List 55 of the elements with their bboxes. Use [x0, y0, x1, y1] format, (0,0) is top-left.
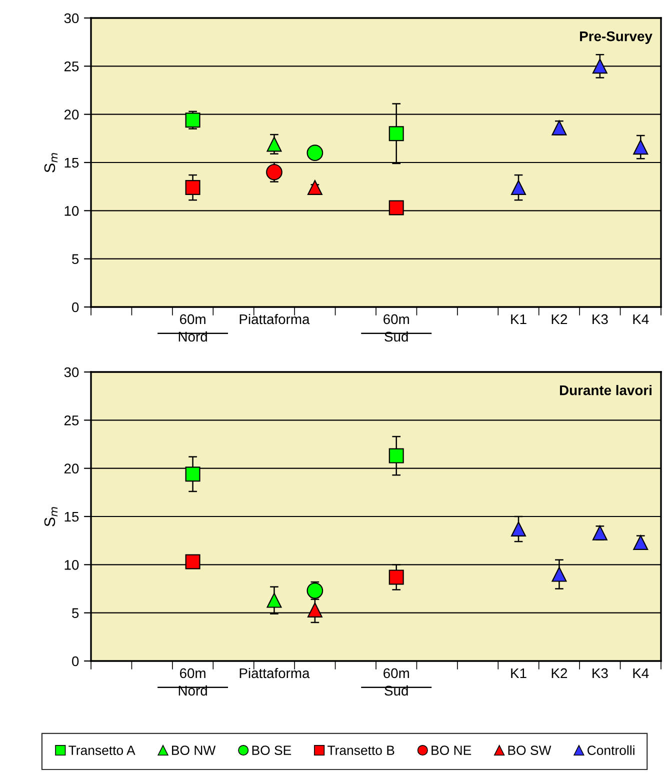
point: [185, 180, 200, 196]
y-tick-label: 10: [64, 206, 79, 216]
y-tick-label: 15: [64, 512, 79, 522]
y-tick-label: 0: [72, 302, 79, 312]
y-tick-label: 5: [72, 254, 79, 264]
x-tick-label: K3: [592, 314, 608, 324]
legend-label: Transetto B: [328, 746, 394, 756]
point: [633, 535, 648, 550]
point: [592, 58, 608, 74]
point: [307, 180, 322, 196]
y-tick-label: 20: [64, 110, 79, 120]
y-tick-label: 15: [64, 158, 79, 168]
point: [266, 164, 282, 180]
x-tick-label: K3: [592, 668, 608, 678]
point: [388, 448, 404, 464]
point: [592, 525, 608, 540]
point: [388, 570, 404, 585]
y-axis-title: S$_{m}$: [44, 507, 58, 526]
text: Pre-Survey: [580, 31, 652, 44]
point: [185, 554, 200, 570]
y-tick-label: 30: [64, 367, 79, 378]
x-tick-label: K1: [511, 314, 526, 324]
point: [266, 592, 282, 608]
y-tick-label: 25: [64, 62, 79, 72]
point: [306, 144, 324, 162]
legend-label: Transetto A: [68, 746, 136, 756]
x-tick-label: K2: [552, 668, 568, 678]
point: [633, 140, 648, 155]
text: Durante lavori: [560, 385, 652, 396]
y-tick-label: 25: [64, 416, 79, 426]
point: [552, 566, 567, 582]
x-tick-label: K4: [633, 668, 649, 678]
legend-label: BO SE: [252, 746, 292, 756]
x-tick-label: K1: [511, 668, 526, 678]
legend-label: BO NW: [172, 746, 216, 756]
point: [388, 200, 404, 216]
y-tick-label: 20: [64, 464, 79, 474]
x-tick-label: Piattaforma: [240, 668, 310, 678]
point: [307, 602, 322, 618]
point: [511, 180, 526, 196]
point: [511, 522, 526, 537]
y-tick-label: 10: [64, 560, 79, 570]
point: [388, 126, 404, 142]
x-tick-label: K2: [552, 314, 568, 324]
point: [266, 136, 282, 152]
y-axis-title: S$_{m}$: [44, 153, 58, 172]
point: [185, 466, 200, 482]
y-tick-label: 0: [72, 656, 79, 666]
y-tick-label: 30: [64, 13, 79, 24]
legend-label: BO SW: [508, 746, 552, 756]
x-tick-label: K4: [633, 314, 649, 324]
y-tick-label: 5: [72, 608, 79, 618]
x-tick-label: Piattaforma: [240, 314, 310, 324]
legend-label: BO NE: [432, 746, 472, 756]
legend-label: Controlli: [588, 745, 634, 756]
